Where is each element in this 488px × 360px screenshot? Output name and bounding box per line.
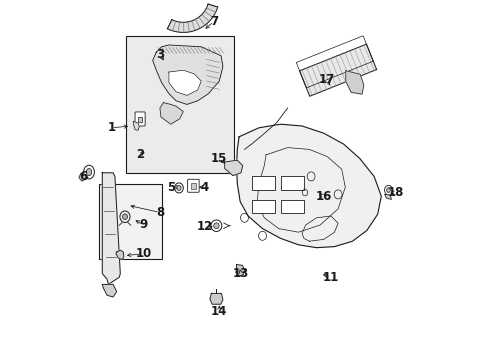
Text: 9: 9 bbox=[139, 219, 147, 231]
Text: 4: 4 bbox=[201, 181, 208, 194]
Text: 10: 10 bbox=[135, 247, 151, 260]
Ellipse shape bbox=[177, 185, 181, 190]
Polygon shape bbox=[224, 160, 242, 176]
Polygon shape bbox=[116, 250, 123, 260]
Text: 11: 11 bbox=[322, 271, 338, 284]
Text: 2: 2 bbox=[136, 148, 144, 161]
Polygon shape bbox=[299, 44, 376, 96]
Polygon shape bbox=[236, 124, 381, 248]
Polygon shape bbox=[79, 173, 87, 181]
Polygon shape bbox=[160, 103, 183, 124]
Polygon shape bbox=[102, 173, 120, 284]
FancyBboxPatch shape bbox=[135, 112, 145, 126]
Polygon shape bbox=[209, 293, 223, 304]
Text: 12: 12 bbox=[196, 220, 213, 233]
Bar bbox=[280, 176, 303, 190]
FancyBboxPatch shape bbox=[187, 179, 199, 192]
Polygon shape bbox=[384, 194, 390, 199]
Text: 7: 7 bbox=[209, 15, 218, 28]
Text: 16: 16 bbox=[315, 190, 331, 203]
Polygon shape bbox=[152, 45, 223, 104]
Text: 13: 13 bbox=[232, 267, 248, 280]
Ellipse shape bbox=[386, 188, 389, 192]
Text: 15: 15 bbox=[211, 152, 227, 165]
Bar bbox=[99, 184, 162, 259]
Polygon shape bbox=[133, 121, 139, 130]
Text: 17: 17 bbox=[319, 73, 335, 86]
Bar bbox=[251, 200, 275, 213]
Text: 1: 1 bbox=[107, 121, 115, 134]
Polygon shape bbox=[345, 71, 363, 94]
Polygon shape bbox=[168, 70, 201, 95]
Ellipse shape bbox=[86, 168, 91, 176]
Polygon shape bbox=[235, 265, 244, 276]
Ellipse shape bbox=[213, 223, 219, 229]
Bar bbox=[191, 183, 195, 189]
Text: 6: 6 bbox=[79, 170, 87, 183]
Text: 5: 5 bbox=[166, 181, 175, 194]
Bar bbox=[125, 36, 233, 173]
Text: 18: 18 bbox=[386, 186, 403, 199]
Ellipse shape bbox=[122, 214, 127, 220]
Polygon shape bbox=[102, 284, 117, 297]
Bar bbox=[280, 200, 303, 213]
Text: 3: 3 bbox=[156, 48, 163, 60]
Text: 8: 8 bbox=[156, 206, 163, 219]
Bar bbox=[251, 176, 275, 190]
Text: 14: 14 bbox=[211, 305, 227, 318]
Polygon shape bbox=[167, 4, 217, 32]
Bar bbox=[138, 117, 142, 122]
